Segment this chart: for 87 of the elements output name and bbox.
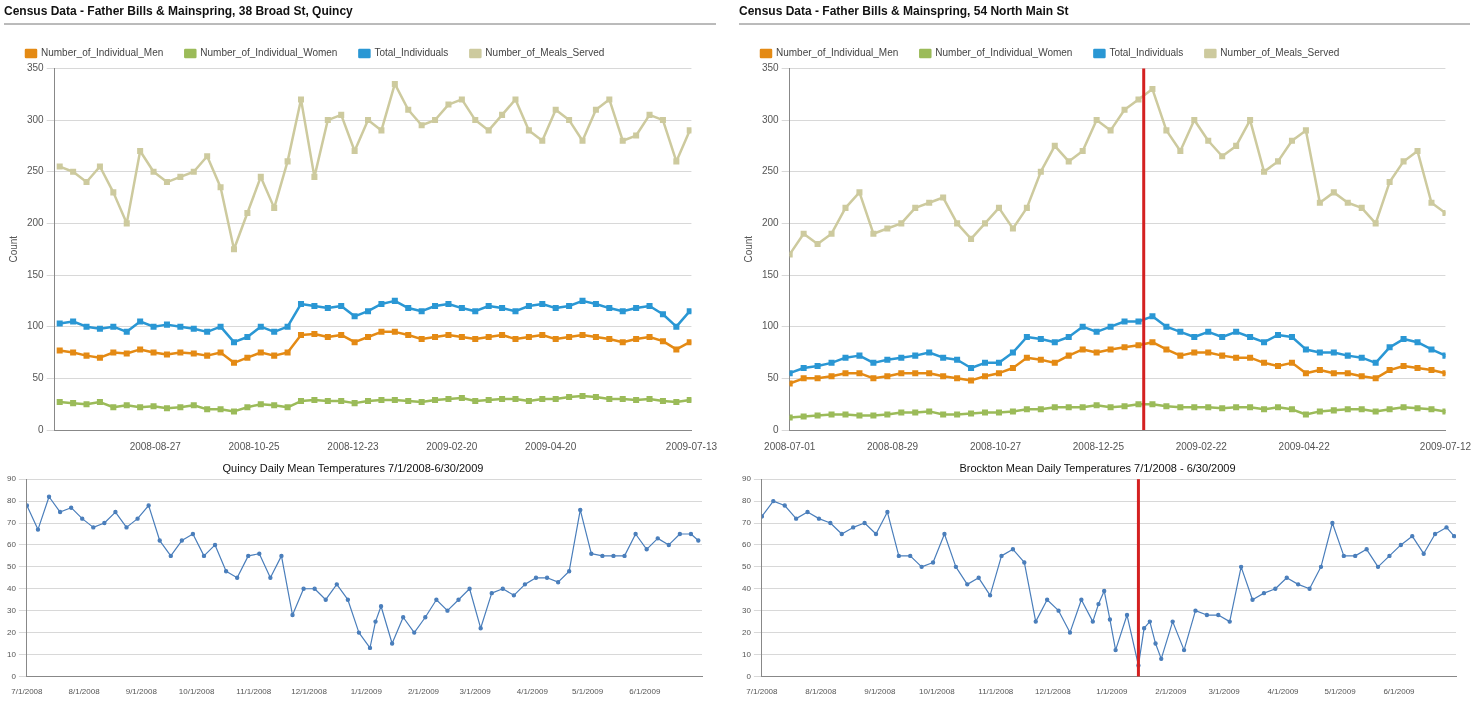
x-tick-label: 2009-04-20 xyxy=(525,440,577,452)
x-tick-label: 3/1/2009 xyxy=(1208,687,1241,697)
x-tick-label: 4/1/2009 xyxy=(1267,687,1300,697)
y-tick-label: 250 xyxy=(762,165,780,177)
x-tick-label: 9/1/2008 xyxy=(125,687,158,697)
x-tick-label: 2009-04-22 xyxy=(1278,440,1331,452)
x-tick-label: 12/1/2008 xyxy=(291,687,328,697)
y-tick-label: 80 xyxy=(6,496,17,506)
x-tick-label: 2009-02-20 xyxy=(426,440,478,452)
chart-title: Census Data - Father Bills & Mainspring, 38 Broad St, Quincy xyxy=(4,3,354,18)
legend-label: Number_of_Meals_Served xyxy=(1220,47,1340,59)
x-tick-label: 1/1/2009 xyxy=(1096,687,1128,697)
x-tick-label: 2009-07-12 xyxy=(1419,440,1472,452)
x-tick-label: 5/1/2009 xyxy=(572,687,604,697)
y-tick-label: 200 xyxy=(27,217,45,229)
legend-label: Number_of_Individual_Men xyxy=(776,47,899,59)
y-tick-label: 100 xyxy=(762,320,780,332)
y-tick-label: 50 xyxy=(741,562,752,572)
x-tick-label: 10/1/2008 xyxy=(919,687,956,697)
y-tick-label: 50 xyxy=(32,372,45,384)
x-tick-label: 6/1/2009 xyxy=(1383,687,1416,697)
y-tick-label: 80 xyxy=(741,496,752,506)
x-tick-label: 11/1/2008 xyxy=(236,687,272,697)
y-tick-label: 300 xyxy=(762,113,780,125)
legend-label: Number_of_Individual_Women xyxy=(200,47,338,59)
y-tick-label: 90 xyxy=(6,474,17,484)
y-tick-label: 10 xyxy=(6,649,17,659)
y-tick-label: 0 xyxy=(773,423,780,435)
y-tick-label: 40 xyxy=(741,583,752,593)
x-tick-label: 11/1/2008 xyxy=(978,687,1014,697)
y-tick-label: 60 xyxy=(741,540,752,550)
x-tick-label: 7/1/2008 xyxy=(746,687,779,697)
chart-title: Quincy Daily Mean Temperatures 7/1/2008-6/30/2009 xyxy=(222,461,484,474)
y-axis-title: Count xyxy=(7,235,19,263)
legend-label: Total_Individuals xyxy=(1109,47,1184,59)
x-tick-label: 8/1/2008 xyxy=(805,687,837,697)
y-tick-label: 50 xyxy=(6,562,17,572)
x-tick-label: 3/1/2009 xyxy=(459,687,492,697)
y-tick-label: 70 xyxy=(741,518,752,528)
y-tick-label: 30 xyxy=(6,605,17,615)
x-tick-label: 7/1/2008 xyxy=(11,687,44,697)
y-tick-label: 60 xyxy=(6,540,17,550)
x-tick-label: 2008-12-23 xyxy=(327,440,379,452)
y-tick-label: 70 xyxy=(6,518,17,528)
y-axis-title: Count xyxy=(742,235,754,263)
x-tick-label: 2009-02-22 xyxy=(1175,440,1228,452)
x-tick-label: 5/1/2009 xyxy=(1324,687,1357,697)
x-tick-label: 2008-08-29 xyxy=(867,440,919,452)
y-tick-label: 20 xyxy=(6,627,17,637)
y-tick-label: 100 xyxy=(27,320,45,332)
x-tick-label: 9/1/2008 xyxy=(864,687,896,697)
x-tick-label: 10/1/2008 xyxy=(178,687,215,697)
x-tick-label: 4/1/2009 xyxy=(516,687,549,697)
x-tick-label: 2/1/2009 xyxy=(407,687,440,697)
y-tick-label: 20 xyxy=(741,627,752,637)
legend-label: Number_of_Individual_Men xyxy=(41,47,164,59)
y-tick-label: 0 xyxy=(746,671,752,681)
y-tick-label: 300 xyxy=(27,113,45,125)
y-tick-label: 40 xyxy=(6,583,17,593)
y-tick-label: 250 xyxy=(27,165,45,177)
legend-label: Total_Individuals xyxy=(374,47,449,59)
y-tick-label: 200 xyxy=(762,217,780,229)
x-tick-label: 2008-07-01 xyxy=(764,440,816,452)
y-tick-label: 0 xyxy=(11,671,17,681)
x-tick-label: 6/1/2009 xyxy=(629,687,661,697)
chart-title: Brockton Mean Daily Temperatures 7/1/2008 - 6/30/2009 xyxy=(959,461,1236,474)
y-tick-label: 10 xyxy=(741,649,752,659)
y-tick-label: 0 xyxy=(38,423,45,435)
y-tick-label: 150 xyxy=(27,268,45,280)
x-tick-label: 1/1/2009 xyxy=(350,687,383,697)
x-tick-label: 2/1/2009 xyxy=(1155,687,1187,697)
y-tick-label: 30 xyxy=(741,605,752,615)
y-tick-label: 90 xyxy=(741,474,752,484)
legend-label: Number_of_Meals_Served xyxy=(485,47,605,59)
y-tick-label: 150 xyxy=(762,268,780,280)
chart-title: Census Data - Father Bills & Mainspring, 54 North Main St xyxy=(739,3,1069,18)
y-tick-label: 350 xyxy=(762,62,780,74)
x-tick-label: 2008-10-27 xyxy=(969,440,1022,452)
x-tick-label: 12/1/2008 xyxy=(1035,687,1072,697)
legend-label: Number_of_Individual_Women xyxy=(935,47,1073,59)
y-tick-label: 50 xyxy=(767,372,780,384)
x-tick-label: 2008-08-27 xyxy=(129,440,182,452)
x-tick-label: 8/1/2008 xyxy=(68,687,101,697)
y-tick-label: 350 xyxy=(27,62,45,74)
x-tick-label: 2008-12-25 xyxy=(1072,440,1125,452)
x-tick-label: 2009-07-13 xyxy=(665,440,718,452)
x-tick-label: 2008-10-25 xyxy=(228,440,281,452)
